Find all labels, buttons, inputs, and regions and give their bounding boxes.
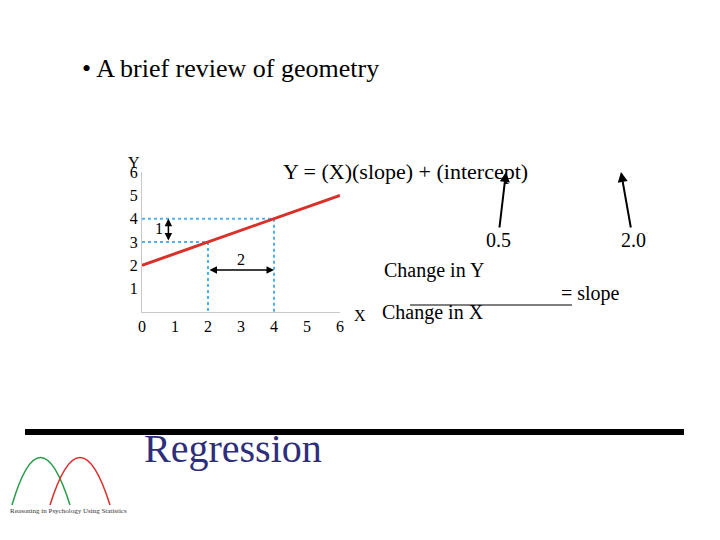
svg-text:4: 4 bbox=[270, 318, 278, 335]
svg-text:1: 1 bbox=[130, 280, 138, 297]
svg-text:5: 5 bbox=[130, 187, 138, 204]
svg-text:= slope: = slope bbox=[561, 282, 620, 305]
svg-text:X: X bbox=[354, 307, 366, 324]
svg-text:6: 6 bbox=[336, 318, 344, 335]
svg-text:1: 1 bbox=[155, 220, 163, 237]
svg-text:Regression: Regression bbox=[144, 426, 322, 471]
svg-text:2: 2 bbox=[204, 318, 212, 335]
svg-text:0.5: 0.5 bbox=[486, 229, 511, 251]
svg-text:1: 1 bbox=[171, 318, 179, 335]
svg-text:3: 3 bbox=[130, 234, 138, 251]
svg-text:Reasoning in Psychology Using: Reasoning in Psychology Using Statistics bbox=[10, 507, 127, 515]
svg-text:Change in X: Change in X bbox=[382, 301, 484, 324]
svg-text:Y = (X)(slope) + (intercept): Y = (X)(slope) + (intercept) bbox=[283, 159, 528, 184]
svg-text:6: 6 bbox=[130, 164, 138, 181]
svg-text:3: 3 bbox=[237, 318, 245, 335]
svg-text:5: 5 bbox=[303, 318, 311, 335]
svg-text:Change in Y: Change in Y bbox=[384, 259, 484, 282]
svg-text:2.0: 2.0 bbox=[621, 229, 646, 251]
svg-text:• A brief review of geometry: • A brief review of geometry bbox=[82, 54, 379, 83]
svg-text:2: 2 bbox=[237, 251, 245, 268]
svg-text:0: 0 bbox=[138, 318, 146, 335]
svg-text:2: 2 bbox=[130, 257, 138, 274]
svg-text:4: 4 bbox=[130, 210, 138, 227]
svg-text:Y: Y bbox=[128, 154, 140, 171]
